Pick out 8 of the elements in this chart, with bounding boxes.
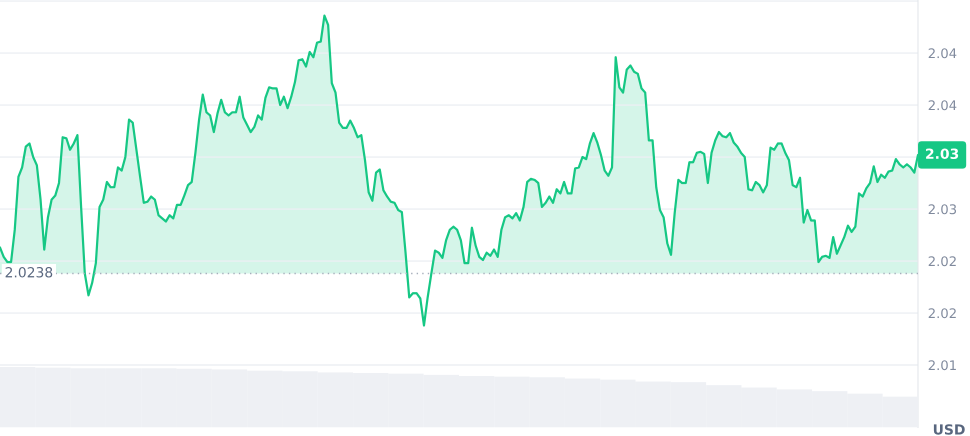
ref-line-label: 2.0238 — [6, 267, 52, 278]
y-tick-label: 2.03 — [928, 204, 956, 214]
y-tick-label: 2.04 — [928, 48, 956, 58]
y-axis-title: USD — [934, 424, 965, 435]
y-tick-label: 2.04 — [928, 100, 956, 110]
y-tick-label: 2.02 — [928, 308, 956, 318]
y-tick-label: 2.02 — [928, 256, 956, 266]
y-tick-label: 2.01 — [928, 360, 956, 370]
